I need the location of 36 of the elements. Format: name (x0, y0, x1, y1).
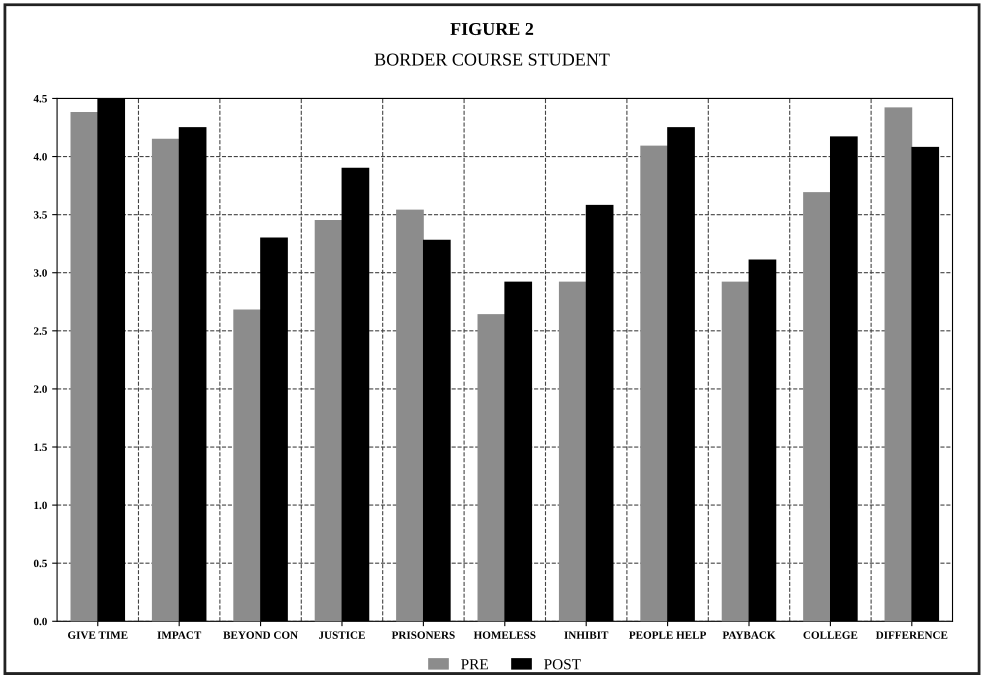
bar (884, 107, 912, 622)
x-tick-label: HOMELESS (474, 631, 536, 639)
x-tick-label: PEOPLE HELP (629, 631, 706, 639)
x-tick-label: DIFFERENCE (876, 631, 948, 639)
bar (314, 220, 342, 622)
x-tick-label: GIVE TIME (68, 631, 128, 639)
chart-subtitle: BORDER COURSE STUDENT (374, 53, 610, 66)
y-tick-label: 2.5 (34, 327, 47, 335)
bar (396, 210, 424, 622)
bar (233, 309, 261, 622)
chart-title: FIGURE 2 (450, 22, 534, 36)
bar (478, 314, 506, 622)
bar (152, 138, 180, 622)
x-tick-label: BEYOND CON (223, 631, 298, 639)
x-tick-label: JUSTICE (319, 631, 365, 639)
bar (558, 282, 587, 622)
y-tick-label: 4.5 (34, 94, 47, 102)
y-tick-label: 0.5 (34, 560, 47, 568)
y-tick-label: 1.0 (34, 502, 47, 510)
x-tick-label: PAYBACK (722, 631, 776, 639)
y-tick-label: 3.5 (34, 211, 47, 219)
x-tick-label: INHIBIT (564, 631, 608, 639)
legend-label: PRE (461, 659, 488, 670)
y-tick-label: 1.5 (34, 444, 47, 452)
bar (722, 282, 750, 622)
x-tick-label: IMPACT (157, 631, 202, 639)
y-tick-label: 0.0 (34, 618, 47, 626)
y-tick-label: 3.0 (34, 269, 47, 277)
bar (70, 112, 98, 622)
x-tick-label: PRISONERS (392, 631, 455, 639)
x-tick-label: COLLEGE (803, 631, 858, 639)
legend-label: POST (544, 659, 581, 670)
y-tick-label: 2.0 (34, 385, 47, 393)
bar (640, 146, 668, 622)
y-tick-label: 4.0 (34, 153, 47, 161)
bar (803, 192, 831, 622)
